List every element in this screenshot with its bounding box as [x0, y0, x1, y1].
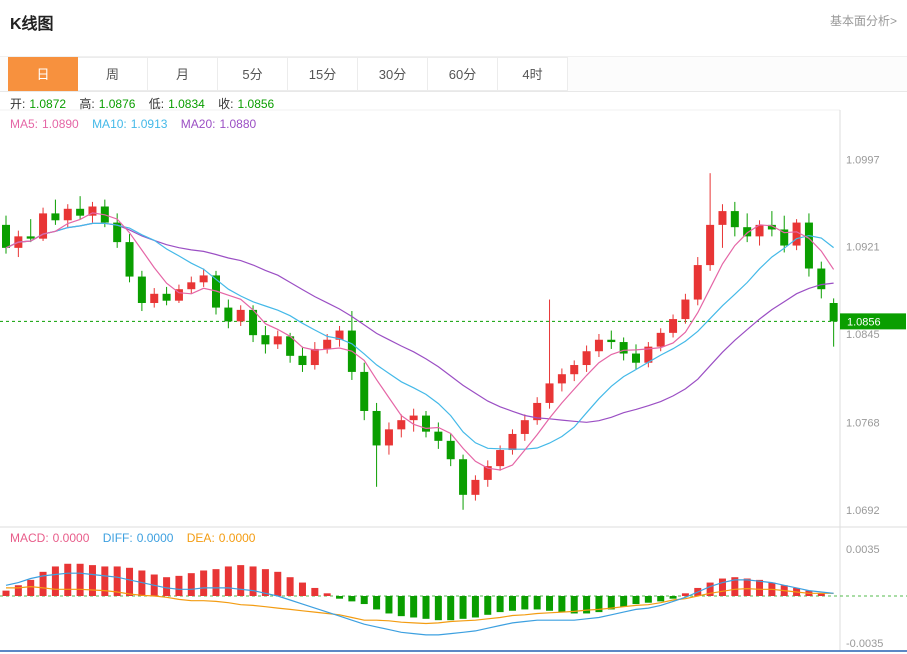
kline-chart-canvas[interactable]: 1.0997 1.0921 1.0845 1.0768 1.0692 1.0856 0.00… [0, 92, 907, 654]
period-tab-bar: 日周月 5分 15分 30分 60分 4时 [0, 56, 907, 92]
ma5-value: 1.0890 [42, 117, 79, 131]
high-value: 1.0876 [98, 97, 136, 111]
high-label: 高: [79, 97, 95, 111]
ma-legend: MA5: 1.0890 MA10: 1.0913 MA20: 1.0880 [10, 117, 266, 131]
macd-legend: MACD: 0.0000 DIFF: 0.0000 DEA: 0.0000 [10, 531, 265, 545]
svg-text:-0.0035: -0.0035 [846, 638, 883, 650]
period-tab-5[interactable]: 15分 [288, 57, 358, 91]
page-title: K线图 [10, 16, 54, 33]
period-tab-1[interactable]: 日 [8, 57, 78, 91]
svg-text:1.0845: 1.0845 [846, 329, 880, 341]
period-tab-7[interactable]: 60分 [428, 57, 498, 91]
open-value: 1.0872 [29, 97, 67, 111]
macd-value: 0.0000 [52, 531, 90, 545]
dea-value: 0.0000 [218, 531, 256, 545]
period-tab-8[interactable]: 4时 [498, 57, 568, 91]
ma20-label: MA20: [180, 117, 216, 131]
fundamental-analysis-link[interactable]: 基本面分析> [829, 14, 897, 28]
ma10-label: MA10: [92, 117, 127, 131]
svg-text:1.0997: 1.0997 [846, 154, 880, 166]
svg-text:1.0692: 1.0692 [846, 505, 880, 517]
ma5-label: MA5: [10, 117, 39, 131]
period-tab-3[interactable]: 月 [148, 57, 218, 91]
low-value: 1.0834 [168, 97, 205, 111]
open-label: 开: [10, 97, 26, 111]
macd-label: MACD: [10, 531, 49, 545]
ma20-value: 1.0880 [219, 117, 257, 131]
low-label: 低: [148, 97, 165, 111]
ma10-value: 1.0913 [130, 117, 168, 131]
diff-label: DIFF: [102, 531, 133, 545]
diff-value: 0.0000 [136, 531, 174, 545]
period-tab-6[interactable]: 30分 [358, 57, 428, 91]
page-header: K线图 基本面分析> [0, 0, 907, 56]
svg-text:0.0035: 0.0035 [846, 544, 880, 556]
close-label: 收: [218, 97, 234, 111]
svg-text:1.0768: 1.0768 [846, 417, 880, 429]
close-value: 1.0856 [237, 97, 275, 111]
dea-label: DEA: [186, 531, 215, 545]
svg-text:1.0856: 1.0856 [847, 316, 881, 328]
ohlc-legend: 开: 1.0872 高: 1.0876 低: 1.0834 收: 1.0856 [10, 95, 284, 112]
svg-text:1.0921: 1.0921 [846, 242, 880, 254]
period-tab-4[interactable]: 5分 [218, 57, 288, 91]
period-tab-2[interactable]: 周 [78, 57, 148, 91]
